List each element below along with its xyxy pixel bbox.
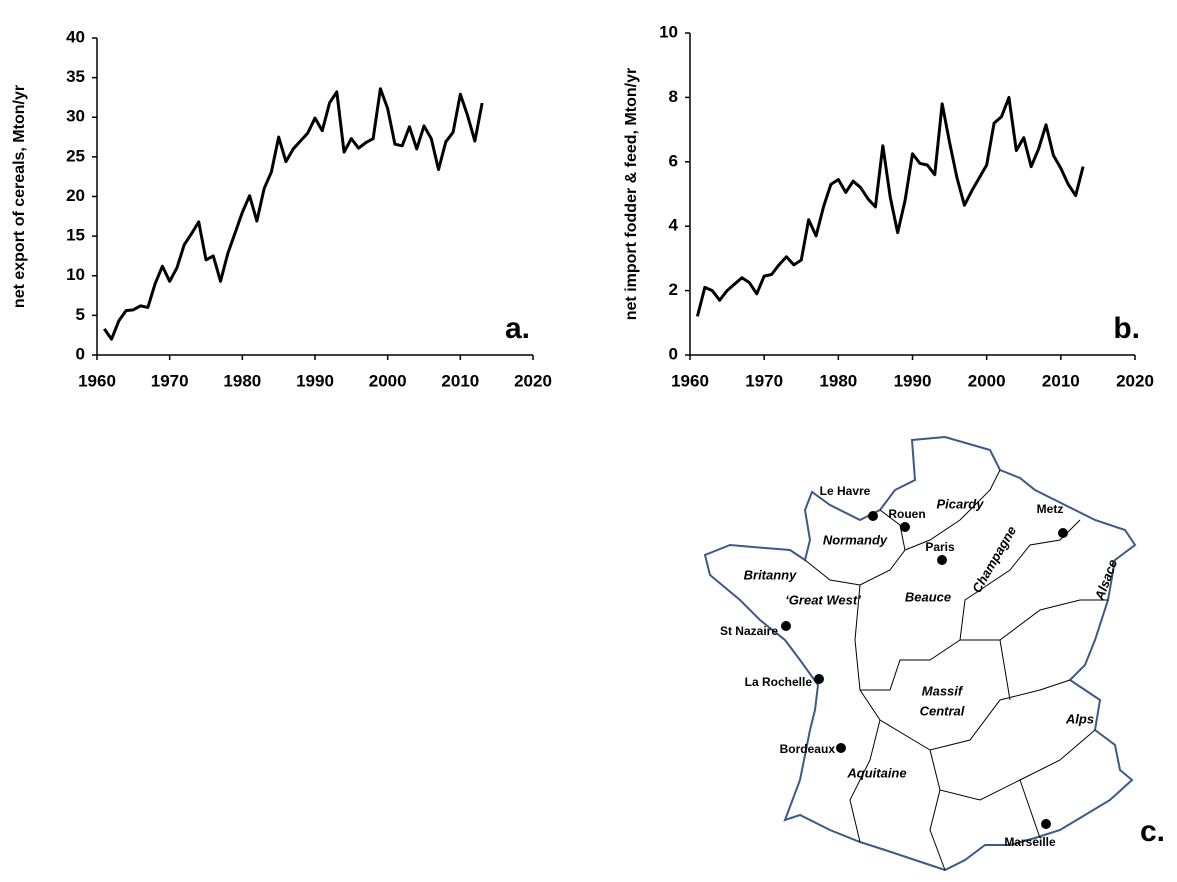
x-tick-label: 2020 (1116, 371, 1154, 390)
region-label: Massif (922, 683, 964, 698)
x-tick-label: 1980 (819, 371, 857, 390)
y-tick-label: 10 (659, 22, 678, 41)
x-tick-label: 1990 (296, 371, 334, 390)
city-dot (900, 522, 910, 532)
y-tick-label: 0 (76, 344, 85, 363)
region-label: Picardy (937, 496, 985, 511)
region-label: Alsace (1091, 557, 1120, 602)
department-borders (804, 469, 1108, 871)
y-tick-label: 0 (669, 344, 678, 363)
city-dot (1058, 528, 1068, 538)
y-tick-label: 6 (669, 151, 678, 170)
region-label: Central (920, 703, 965, 718)
x-tick-label: 1990 (894, 371, 932, 390)
x-tick-label: 1980 (223, 371, 261, 390)
city-label: St Nazaire (720, 624, 778, 638)
y-tick-label: 35 (66, 67, 85, 86)
city-dot (868, 511, 878, 521)
y-tick-label: 40 (66, 27, 85, 46)
x-tick-label: 2010 (441, 371, 479, 390)
city-dot (781, 621, 791, 631)
region-label: Aquitaine (846, 765, 906, 780)
city-dot (937, 555, 947, 565)
y-tick-label: 10 (66, 265, 85, 284)
y-tick-label: 25 (66, 146, 85, 165)
city-dot (814, 674, 824, 684)
city-label: Marseille (1004, 835, 1056, 849)
x-tick-label: 2020 (514, 371, 552, 390)
region-label: Alps (1065, 711, 1094, 726)
panel-label: b. (1113, 312, 1140, 345)
panel-label: c. (1140, 815, 1165, 848)
city-dot (836, 743, 846, 753)
data-line (695, 95, 1085, 317)
region-label: Beauce (905, 589, 951, 604)
y-axis-title: net export of cereals, Mton/yr (11, 85, 28, 308)
france-map (703, 435, 1137, 872)
region-label: Normandy (823, 532, 888, 547)
region-label: ‘Great West’ (785, 592, 861, 607)
y-tick-label: 4 (669, 216, 679, 235)
y-tick-label: 15 (66, 226, 85, 245)
city-label: La Rochelle (745, 675, 813, 689)
x-tick-label: 1970 (745, 371, 783, 390)
city-label: Le Havre (820, 484, 871, 498)
y-axis-title: net import fodder & feed, Mton/yr (623, 68, 640, 320)
panel-label: a. (505, 312, 530, 345)
y-tick-label: 30 (66, 107, 85, 126)
x-tick-label: 2000 (369, 371, 407, 390)
x-tick-label: 1960 (78, 371, 116, 390)
region-label: Britanny (744, 567, 798, 582)
y-tick-label: 8 (669, 87, 678, 106)
city-label: Paris (925, 540, 955, 554)
city-label: Rouen (888, 507, 925, 521)
y-tick-label: 2 (669, 280, 678, 299)
data-line (103, 87, 484, 341)
y-tick-label: 20 (66, 186, 85, 205)
x-tick-label: 2010 (1042, 371, 1080, 390)
y-tick-label: 5 (76, 305, 85, 324)
france-outline (703, 435, 1137, 872)
x-tick-label: 2000 (968, 371, 1006, 390)
city-dot (1041, 819, 1051, 829)
city-label: Metz (1037, 502, 1064, 516)
x-tick-label: 1960 (671, 371, 709, 390)
city-label: Bordeaux (780, 742, 836, 756)
x-tick-label: 1970 (151, 371, 189, 390)
region-label: Champagne (969, 523, 1019, 595)
